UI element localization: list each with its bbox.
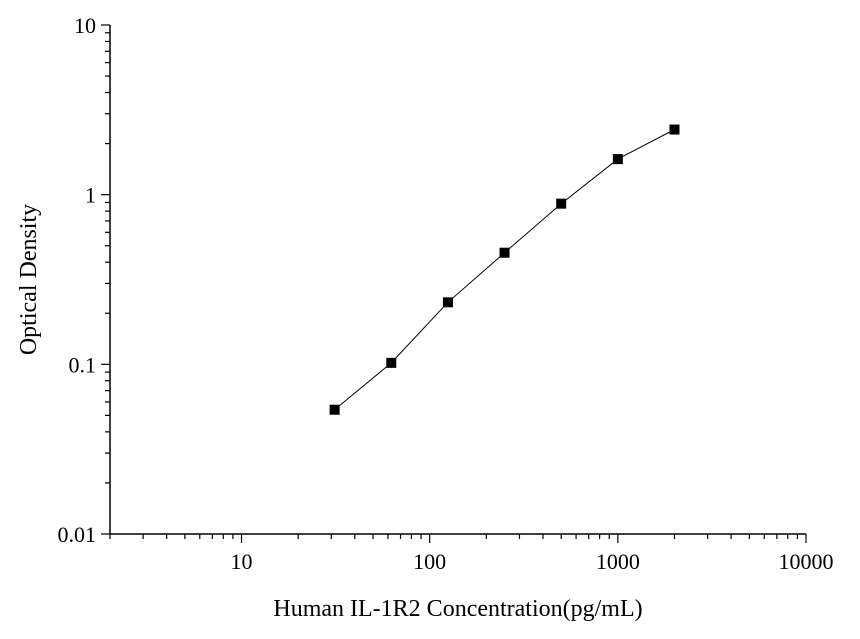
x-axis-title: Human IL-1R2 Concentration(pg/mL) (273, 596, 642, 622)
ticks (101, 24, 807, 543)
tick-labels: 10 100 1000 10000 0.01 0.1 1 10 (58, 13, 834, 574)
axes (109, 25, 806, 535)
data-point (612, 154, 623, 165)
data-point (329, 404, 340, 415)
data-point (556, 198, 567, 209)
fit-curve (334, 129, 675, 411)
y-tick-label: 0.01 (58, 522, 97, 547)
x-tick-label: 10 (231, 549, 253, 574)
data-point (386, 357, 397, 368)
y-tick-label: 1 (85, 183, 96, 208)
y-axis-title: Optical Density (16, 204, 42, 355)
y-tick-label: 0.1 (69, 352, 97, 377)
x-tick-label: 10000 (779, 549, 834, 574)
data-point (499, 247, 510, 258)
data-point (442, 297, 453, 308)
y-tick-label: 10 (74, 13, 96, 38)
x-tick-label: 1000 (596, 549, 640, 574)
data-points (329, 124, 680, 415)
x-tick-label: 100 (413, 549, 446, 574)
fit-line (334, 129, 675, 411)
data-point (669, 124, 680, 135)
